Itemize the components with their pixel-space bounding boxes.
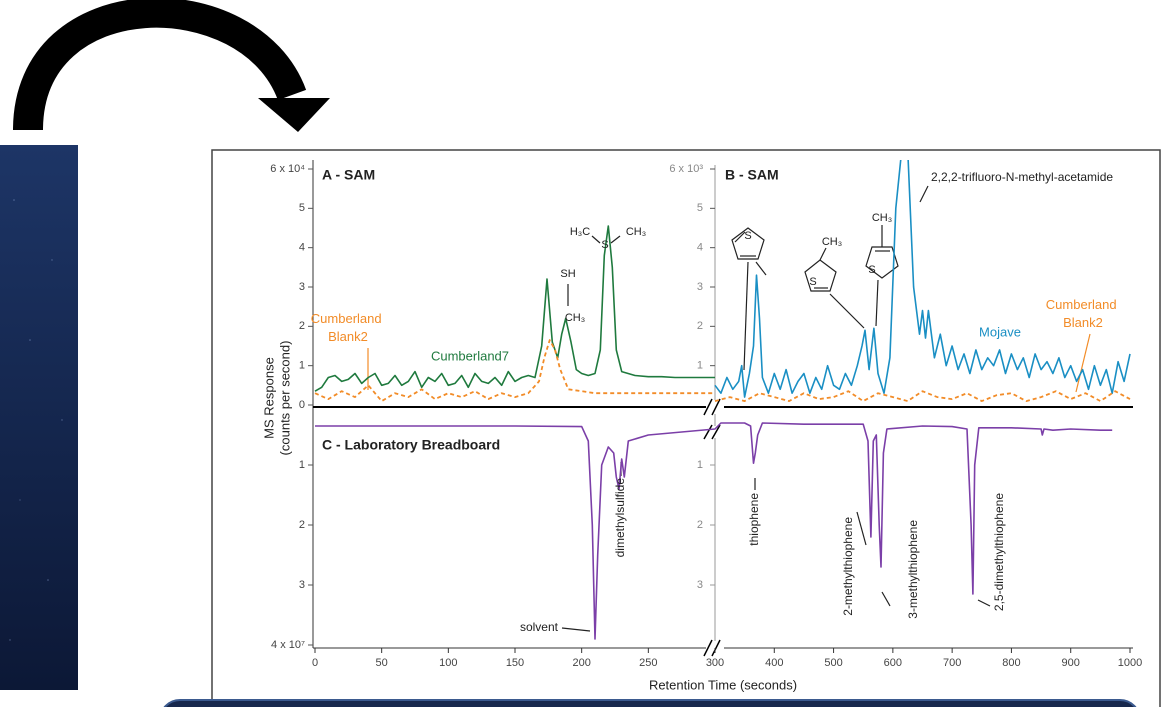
x-tick-label: 200 (572, 657, 590, 669)
arrow-head (258, 98, 330, 132)
structures (367, 185, 1091, 632)
annotation: 2,2,2-trifluoro-N-methyl-acetamide (931, 170, 1113, 184)
y-tick-label: 6 x 10⁴ (270, 163, 305, 175)
x-tick-label: 900 (1062, 657, 1080, 669)
panel-title: A - SAM (322, 167, 375, 183)
y-tick-label: 5 (299, 202, 305, 214)
x-tick-label: 300 (706, 657, 724, 669)
annotation: solvent (520, 620, 559, 634)
annotation: SH (560, 268, 575, 280)
side-panel (0, 145, 78, 690)
plot-area (714, 160, 1131, 402)
series-label: Mojave (979, 324, 1021, 339)
y-tick-label: 6 x 10³ (669, 163, 703, 175)
annotation: 2-methylthiophene (841, 517, 855, 616)
y-tick-label: 3 (697, 281, 703, 293)
y-label-unit: (counts per second) (277, 341, 292, 456)
x-label: Retention Time (seconds) (649, 677, 797, 692)
y-label: MS Response (261, 357, 276, 439)
annotation: dimethylsulfide (613, 478, 627, 558)
annotation: S (601, 239, 608, 251)
y-tick-label: 0 (299, 399, 305, 411)
annotation: S (744, 230, 751, 242)
x-tick-label: 250 (639, 657, 657, 669)
y-tick-label: 4 (299, 242, 305, 254)
annotation: S (809, 276, 816, 288)
annotation: CH₃ (565, 312, 585, 324)
annotation: S (868, 264, 875, 276)
x-tick-label: 600 (884, 657, 902, 669)
series-label: Cumberland Blank2 (311, 311, 385, 344)
series-label: Cumberland Blank2 (1046, 297, 1120, 330)
y2-tick-label: 3 (697, 579, 703, 591)
stars (9, 199, 63, 641)
x-tick-label: 500 (824, 657, 842, 669)
series-line (714, 160, 1131, 398)
x-tick-label: 700 (943, 657, 961, 669)
y-tick-label: 1 (299, 360, 305, 372)
x-tick-label: 1000 (1118, 657, 1142, 669)
annotation: 3-methylthiophene (906, 520, 920, 619)
x-tick-label: 100 (439, 657, 457, 669)
panel-title: C - Laboratory Breadboard (322, 437, 500, 453)
y-tick-label: 5 (697, 202, 703, 214)
x-tick-label: 0 (312, 657, 318, 669)
x-tick-label: 150 (506, 657, 524, 669)
annotation: thiophene (747, 493, 761, 546)
series-label: Cumberland7 (431, 348, 509, 363)
series-line (714, 390, 1131, 402)
curved-arrow (13, 0, 307, 131)
series-line (314, 339, 715, 402)
y2-tick-label: 1 (697, 459, 703, 471)
caption-box (163, 699, 1137, 707)
plot-area (315, 422, 1113, 640)
y2-tick-label: 2 (697, 519, 703, 531)
annotation: CH₃ (872, 212, 892, 224)
y-tick-label: 1 (299, 459, 305, 471)
annotation: CH₃ (822, 236, 842, 248)
y-tick-label: 2 (697, 320, 703, 332)
y-tick-label: 2 (299, 519, 305, 531)
annotation: H₃C (570, 226, 590, 238)
y-tick-label: 4 (697, 242, 703, 254)
axis-break (703, 398, 724, 657)
y-tick-label: 3 (299, 281, 305, 293)
x-tick-label: 50 (376, 657, 388, 669)
annotation: CH₃ (626, 226, 646, 238)
panel-title: B - SAM (725, 167, 779, 183)
x-tick-label: 800 (1002, 657, 1020, 669)
y-tick-label: 1 (697, 360, 703, 372)
series-line (315, 422, 1113, 640)
x-tick-label: 400 (765, 657, 783, 669)
y-tick-label: 3 (299, 579, 305, 591)
annotation: 2,5-dimethylthiophene (992, 493, 1006, 611)
series-line (314, 225, 715, 392)
y-tick-label: 4 x 10⁷ (271, 639, 305, 651)
plot-area (314, 225, 715, 402)
y-tick-label: 2 (299, 320, 305, 332)
